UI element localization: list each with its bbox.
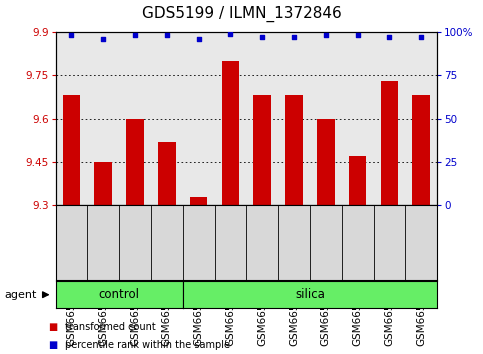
Point: [385, 34, 393, 40]
Bar: [412, 96, 430, 205]
Point: [354, 33, 361, 38]
Bar: [381, 81, 398, 205]
Text: silica: silica: [295, 288, 325, 301]
Bar: [63, 96, 80, 205]
Point: [322, 33, 330, 38]
Point: [227, 31, 234, 36]
Bar: [158, 142, 176, 205]
Text: ■: ■: [48, 322, 57, 332]
Point: [99, 36, 107, 42]
Bar: [222, 61, 239, 205]
Bar: [285, 96, 303, 205]
Text: GDS5199 / ILMN_1372846: GDS5199 / ILMN_1372846: [142, 5, 341, 22]
Bar: [190, 197, 207, 205]
Point: [68, 33, 75, 38]
Point: [417, 34, 425, 40]
Bar: [254, 96, 271, 205]
Bar: [349, 156, 367, 205]
Text: percentile rank within the sample: percentile rank within the sample: [65, 340, 230, 350]
Text: agent: agent: [5, 290, 37, 300]
Bar: [317, 119, 335, 205]
Point: [163, 33, 170, 38]
Point: [258, 34, 266, 40]
Point: [195, 36, 202, 42]
Text: transformed count: transformed count: [65, 322, 156, 332]
Bar: [126, 119, 144, 205]
Text: ■: ■: [48, 340, 57, 350]
Text: control: control: [99, 288, 140, 301]
Point: [131, 33, 139, 38]
Bar: [95, 162, 112, 205]
Point: [290, 34, 298, 40]
